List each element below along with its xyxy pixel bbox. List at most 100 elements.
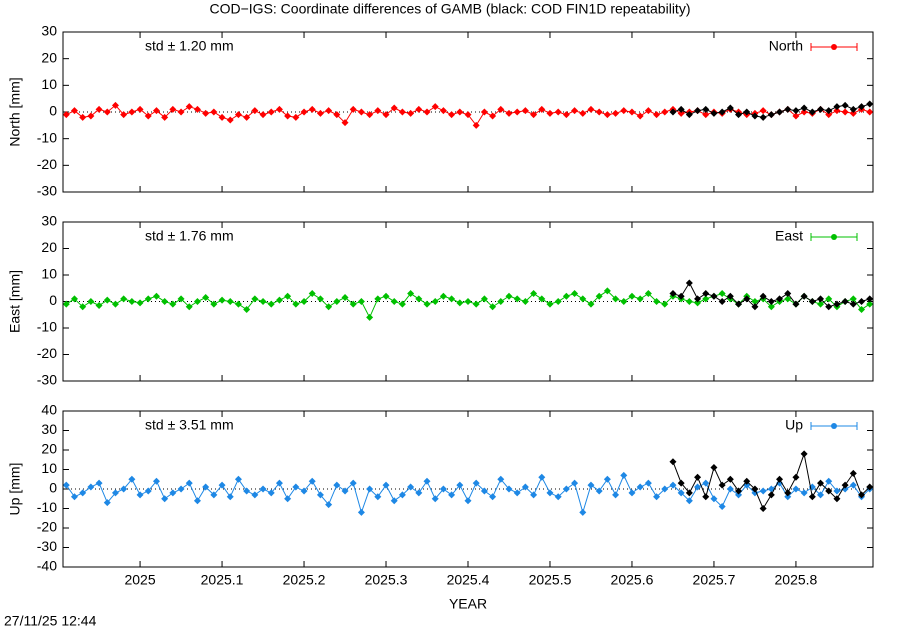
y-tick-label: -40	[37, 558, 57, 574]
data-point	[792, 300, 800, 308]
data-point	[562, 485, 570, 493]
data-point	[718, 108, 726, 116]
data-point	[193, 298, 201, 305]
data-point	[612, 491, 620, 499]
data-point	[415, 105, 423, 113]
plot-frame	[62, 410, 874, 568]
data-point	[677, 489, 685, 497]
data-point	[546, 109, 554, 117]
data-point	[751, 112, 759, 120]
annotation: std ± 3.51 mm	[145, 417, 234, 433]
data-point	[817, 491, 825, 499]
data-point	[275, 479, 283, 487]
data-point	[456, 481, 464, 489]
data-point	[333, 298, 341, 305]
data-point	[234, 111, 242, 119]
data-point	[407, 290, 415, 298]
data-point	[95, 479, 103, 487]
data-point	[800, 104, 808, 112]
data-point	[202, 109, 210, 117]
data-point	[308, 105, 316, 113]
data-point	[489, 303, 497, 311]
y-tick-label: 0	[49, 292, 57, 308]
data-point	[792, 485, 800, 493]
data-point	[128, 108, 136, 116]
data-point	[259, 111, 267, 119]
data-point	[431, 103, 439, 111]
data-point	[735, 300, 743, 308]
data-point	[833, 495, 841, 503]
data-point	[636, 483, 644, 491]
x-tick-label: 2025.5	[529, 572, 572, 588]
data-point	[226, 493, 234, 501]
data-point	[423, 108, 431, 116]
data-point	[685, 497, 693, 505]
data-point	[111, 489, 119, 497]
data-point	[653, 493, 661, 501]
data-point	[374, 295, 382, 303]
data-point	[284, 292, 292, 300]
data-point	[702, 295, 710, 303]
data-point	[62, 111, 70, 119]
data-point	[685, 279, 693, 287]
data-point	[300, 298, 308, 305]
data-point	[710, 292, 718, 300]
data-point	[177, 295, 185, 303]
data-point	[538, 295, 546, 303]
data-point	[333, 481, 341, 489]
data-point	[546, 489, 554, 497]
data-point	[849, 109, 857, 117]
data-point	[792, 112, 800, 120]
data-point	[325, 303, 333, 311]
data-point	[415, 489, 423, 497]
data-point	[579, 508, 587, 516]
data-point	[694, 295, 702, 303]
data-point	[120, 295, 128, 303]
data-point	[464, 497, 472, 505]
data-point	[366, 313, 374, 321]
data-point	[636, 295, 644, 303]
data-point	[169, 300, 177, 308]
data-point	[603, 111, 611, 119]
data-point	[849, 469, 857, 477]
y-tick-label: -10	[37, 499, 57, 515]
annotation: std ± 1.76 mm	[145, 228, 234, 244]
data-point	[374, 493, 382, 501]
data-point	[644, 290, 652, 298]
x-tick-label: 2025.1	[201, 572, 244, 588]
data-point	[858, 103, 866, 111]
data-point	[226, 298, 234, 305]
data-point	[735, 491, 743, 499]
data-point	[587, 481, 595, 489]
y-tick-label: 10	[41, 76, 57, 92]
data-point	[603, 475, 611, 483]
data-point	[497, 298, 505, 305]
data-point	[234, 475, 242, 483]
data-point	[784, 489, 792, 497]
data-point	[333, 111, 341, 119]
data-point	[677, 479, 685, 487]
data-point	[743, 108, 751, 116]
data-point	[858, 298, 866, 305]
data-point	[316, 295, 324, 303]
data-point	[694, 473, 702, 481]
data-point	[136, 105, 144, 113]
data-point	[341, 119, 349, 127]
data-point	[218, 481, 226, 489]
data-point	[530, 111, 538, 119]
data-point	[767, 303, 775, 311]
data-point	[579, 295, 587, 303]
data-point	[612, 109, 620, 117]
data-point	[357, 508, 365, 516]
legend-label: East	[775, 228, 803, 244]
data-point	[489, 112, 497, 120]
data-point	[620, 471, 628, 479]
x-tick-label: 2025.7	[693, 572, 736, 588]
data-point	[251, 295, 259, 303]
data-point	[70, 493, 78, 501]
data-point	[390, 104, 398, 112]
data-point	[833, 103, 841, 111]
legend-marker	[831, 234, 837, 240]
data-point	[464, 298, 472, 305]
data-point	[152, 107, 160, 115]
